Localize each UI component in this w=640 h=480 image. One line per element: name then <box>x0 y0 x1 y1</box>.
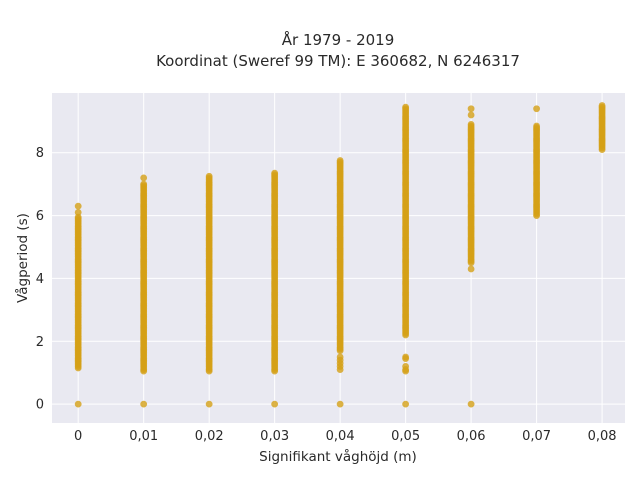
data-point <box>533 105 540 113</box>
data-point <box>402 400 410 408</box>
y-tick-label: 0 <box>36 398 44 413</box>
data-point <box>271 169 279 177</box>
x-tick-label: 0,04 <box>326 429 355 444</box>
data-point <box>74 400 82 408</box>
data-point <box>74 209 82 216</box>
data-point <box>336 353 344 361</box>
y-tick-label: 2 <box>36 335 44 350</box>
data-point <box>336 157 344 164</box>
x-tick-label: 0,08 <box>588 429 617 444</box>
x-tick-label: 0,02 <box>195 429 224 444</box>
data-point <box>271 400 279 408</box>
data-point <box>336 400 344 408</box>
data-point <box>205 172 213 180</box>
data-point <box>402 103 410 111</box>
chart-subtitle: Koordinat (Sweref 99 TM): E 360682, N 62… <box>156 52 520 70</box>
data-point <box>74 202 82 210</box>
data-point <box>467 121 475 128</box>
y-tick-label: 8 <box>36 146 44 161</box>
y-axis-label: Vågperiod (s) <box>14 213 31 303</box>
data-point <box>467 105 475 113</box>
y-tick-label: 4 <box>36 272 44 287</box>
data-point <box>467 265 475 273</box>
x-tick-label: 0,07 <box>522 429 551 444</box>
data-point <box>205 400 213 408</box>
data-point <box>402 363 410 370</box>
y-tick-label: 6 <box>36 209 44 224</box>
x-tick-labels: 0 0,01 0,02 0,03 0,04 0,05 0,06 0,07 0,08 <box>74 429 617 444</box>
data-point <box>140 180 148 188</box>
data-point <box>402 353 410 361</box>
x-tick-label: 0 <box>74 429 82 444</box>
chart-title: År 1979 - 2019 <box>282 30 395 49</box>
x-tick-label: 0,01 <box>129 429 158 444</box>
data-point <box>598 102 606 109</box>
data-point <box>140 400 148 408</box>
y-tick-labels: 0 2 4 6 8 <box>36 146 44 412</box>
data-point <box>533 122 540 130</box>
x-tick-label: 0,03 <box>260 429 289 444</box>
data-point <box>140 174 148 182</box>
x-tick-label: 0,06 <box>457 429 486 444</box>
data-point <box>74 213 82 221</box>
data-point <box>467 111 475 119</box>
data-points <box>74 102 606 408</box>
data-point <box>467 400 475 408</box>
x-axis-label: Signifikant våghöjd (m) <box>259 448 417 465</box>
x-tick-label: 0,05 <box>391 429 420 444</box>
